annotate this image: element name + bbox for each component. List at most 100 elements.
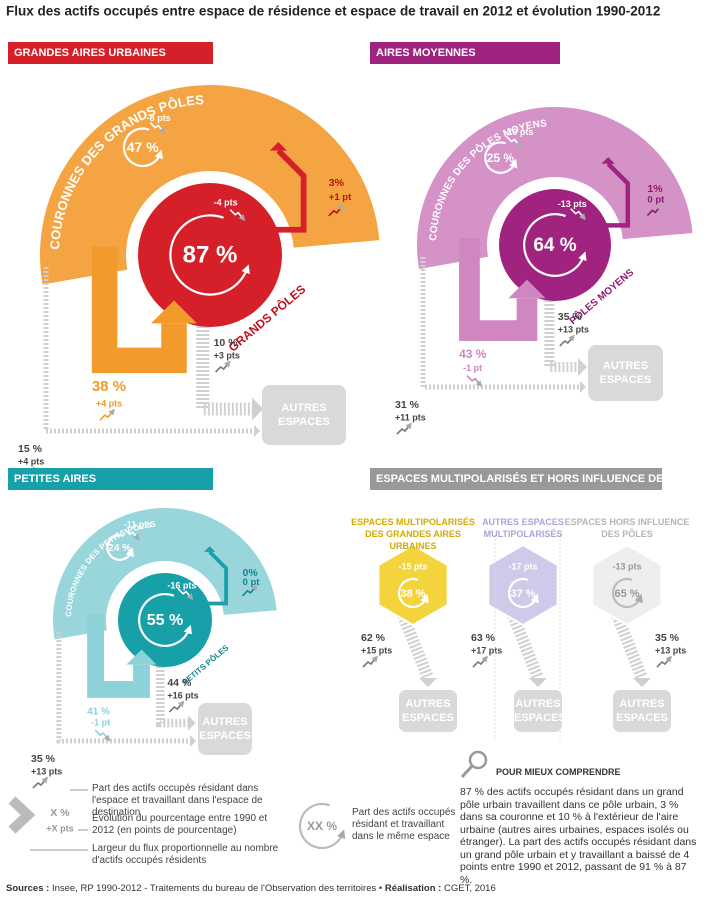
cycle-arrow <box>138 593 192 647</box>
flow-ring-core <box>91 246 187 374</box>
arrow-head <box>190 735 196 747</box>
group-out-change: +13 pts <box>655 645 686 655</box>
arrow-head <box>633 678 651 687</box>
ring-change: -8 pts <box>147 113 171 123</box>
ring-core-change: +4 pts <box>96 399 122 409</box>
ring-core-change: -1 pt <box>91 717 110 727</box>
explanation-title: POUR MIEUX COMPRENDRE <box>496 767 621 777</box>
cycle-arrow <box>484 141 518 174</box>
arrow-head <box>529 678 547 687</box>
ring-other-change: +11 pts <box>395 412 426 422</box>
trend-icon <box>149 122 166 135</box>
other-label: AUTRES ESPACES <box>402 698 454 724</box>
core-other-share: 44 % <box>167 677 192 689</box>
other-box <box>613 690 671 732</box>
trend-icon <box>124 528 140 541</box>
ring <box>39 84 380 285</box>
other-box <box>514 690 562 732</box>
cycle-arrow <box>106 534 134 561</box>
source-label: Sources : <box>6 883 50 894</box>
out-share: 1% <box>647 183 663 195</box>
core-change: -4 pts <box>214 198 238 208</box>
flow-out <box>605 162 631 228</box>
ring-other-share: 35 % <box>31 753 56 765</box>
group-out-change: +17 pts <box>471 645 502 655</box>
trend-icon <box>215 360 231 373</box>
cycle-arrow <box>298 802 346 850</box>
out-share: 0% <box>243 567 259 579</box>
ring-change: -11 pts <box>124 520 153 530</box>
group-share: 37 % <box>510 588 535 600</box>
out-share: 3% <box>329 177 345 189</box>
group-out-share: 62 % <box>361 632 386 644</box>
trend-icon <box>559 334 575 347</box>
legend-share: X % <box>50 807 70 819</box>
other-box <box>198 703 252 755</box>
ring-change: -10 pts <box>504 127 533 137</box>
trend-icon <box>396 422 413 435</box>
arrow-head <box>419 678 437 687</box>
other-label: AUTRES ESPACES <box>278 402 330 428</box>
arrow-head <box>204 546 216 552</box>
cycle-arrow <box>397 577 429 609</box>
core <box>138 183 282 327</box>
ring-core-share: 38 % <box>92 378 126 395</box>
ring-share: 47 % <box>127 139 159 155</box>
page-title: Flux des actifs occupés entre espace de … <box>6 4 660 19</box>
flow-out <box>207 550 228 606</box>
cycle-arrow <box>523 213 587 277</box>
arrow-head <box>252 397 264 421</box>
flow-ring-other <box>56 632 190 744</box>
trend-icon <box>168 700 185 713</box>
trend-icon <box>362 655 379 668</box>
other-box <box>399 690 457 732</box>
ring-core-change: -1 pt <box>463 363 482 373</box>
flow-ring-core <box>87 614 150 698</box>
flow-ring-other <box>420 257 580 390</box>
arrow-head <box>126 649 157 665</box>
cycle-arrow <box>169 214 250 296</box>
arrow-head <box>254 425 260 437</box>
flow-other <box>397 612 434 681</box>
arrow-head <box>151 300 197 324</box>
other-label: AUTRES ESPACES <box>599 360 652 386</box>
magnifier <box>468 750 488 770</box>
panel-header: GRANDES AIRES URBAINES <box>8 42 213 64</box>
legend-text: Évolution du pourcentage entre 1990 et 2… <box>92 813 268 836</box>
legend-text: Part des actifs occupés résidant dans l'… <box>92 783 263 818</box>
out-change: 0 pt <box>647 195 665 206</box>
panel-header: PETITES AIRES <box>8 468 213 490</box>
arrow-head <box>269 141 288 151</box>
hexagon <box>591 543 663 627</box>
trend-icon <box>328 204 344 217</box>
core-other-share: 10 % <box>214 337 239 349</box>
group-label: ESPACES MULTIPOLARISÉS DES GRANDES AIRES… <box>351 517 475 551</box>
trend-icon <box>241 584 258 597</box>
trend-icon <box>466 375 483 388</box>
arrow-head <box>580 381 586 393</box>
legend-same: XX % <box>307 819 337 833</box>
flow-out <box>274 148 307 233</box>
core-share: 87 % <box>183 241 238 268</box>
other-label: AUTRES ESPACES <box>514 698 566 724</box>
trend-icon <box>99 408 115 421</box>
source-text: Insee, RP 1990-2012 - Traitements du bur… <box>51 883 383 894</box>
arrow-head <box>601 157 615 164</box>
panel-header: ESPACES MULTIPOLARISÉS ET HORS INFLUENCE… <box>370 468 710 490</box>
flow-ring-core <box>459 238 538 341</box>
trend-icon <box>32 776 49 789</box>
trend-icon <box>646 203 663 216</box>
cycle-arrow <box>507 577 539 609</box>
group-label: ESPACES HORS INFLUENCE DES PÔLES <box>564 517 690 539</box>
legend-chevron <box>8 796 36 834</box>
trend-icon <box>656 655 673 668</box>
flow-ring-other <box>43 267 254 434</box>
flow-other <box>611 612 648 681</box>
trend-icon <box>177 588 194 601</box>
other-label: AUTRES ESPACES <box>199 716 251 742</box>
group-change: -13 pts <box>612 561 641 571</box>
core-share: 64 % <box>533 235 576 256</box>
